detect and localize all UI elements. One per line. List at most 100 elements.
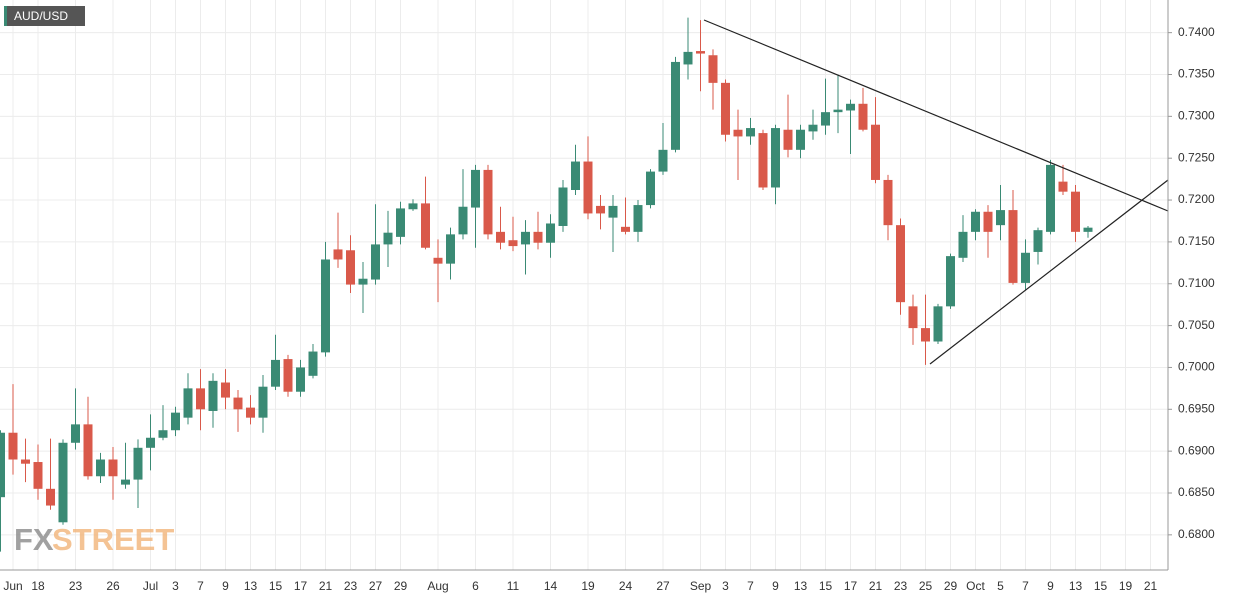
- x-tick-label: Jun: [3, 579, 22, 593]
- candle-body: [646, 171, 655, 206]
- candle-body: [446, 234, 455, 264]
- candle-body: [1008, 210, 1018, 283]
- candle-body: [996, 210, 1005, 226]
- candles: [0, 17, 1172, 552]
- x-tick-label: Oct: [966, 579, 985, 593]
- candle-body: [21, 459, 30, 464]
- x-tick-label: 7: [747, 579, 754, 593]
- title-accent: [4, 6, 7, 26]
- candle-body: [583, 161, 593, 214]
- candle-body: [1083, 227, 1093, 232]
- title-box: [4, 6, 85, 26]
- candle-body: [146, 437, 155, 448]
- candle-body: [383, 232, 393, 245]
- x-tick-label: 26: [106, 579, 120, 593]
- y-tick-label: 0.7300: [1178, 109, 1215, 123]
- candle-body: [821, 112, 830, 126]
- candle-body: [296, 367, 305, 392]
- x-tick-label: 23: [894, 579, 908, 593]
- candle-body: [408, 203, 418, 210]
- x-tick-label: 23: [69, 579, 83, 593]
- candle-body: [396, 208, 405, 237]
- candle-body: [471, 169, 480, 208]
- candle-body: [308, 351, 318, 376]
- y-tick-label: 0.7050: [1178, 318, 1215, 332]
- candle-body: [133, 447, 143, 480]
- x-tick-label: 13: [1069, 579, 1083, 593]
- candle-body: [671, 61, 680, 150]
- candle-body: [346, 250, 355, 285]
- candle-body: [221, 382, 230, 398]
- x-tick-label: 3: [722, 579, 729, 593]
- candle-body: [896, 225, 905, 303]
- candle-body: [58, 442, 68, 523]
- candle-body: [71, 424, 80, 443]
- candle-body: [283, 359, 293, 392]
- y-tick-label: 0.6900: [1178, 443, 1215, 457]
- x-tick-label: Sep: [690, 579, 712, 593]
- candle-body: [83, 424, 93, 477]
- x-tick-label: 7: [1022, 579, 1029, 593]
- y-tick-label: 0.7250: [1178, 150, 1215, 164]
- candle-body: [946, 256, 955, 307]
- x-tick-label: Jul: [143, 579, 158, 593]
- x-tick-label: 17: [844, 579, 858, 593]
- candle-body: [708, 55, 718, 83]
- candle-body: [733, 129, 743, 137]
- y-tick-label: 0.6850: [1178, 485, 1215, 499]
- x-tick-label: 13: [244, 579, 258, 593]
- candle-body: [496, 231, 505, 243]
- x-tick-label: 3: [172, 579, 179, 593]
- y-tick-label: 0.7100: [1178, 276, 1215, 290]
- candle-body: [633, 205, 643, 232]
- candle-body: [1046, 164, 1055, 232]
- candle-body: [1033, 230, 1043, 252]
- x-tick-label: 21: [869, 579, 883, 593]
- candle-body: [621, 226, 630, 232]
- candle-body: [958, 231, 968, 258]
- candle-body: [508, 240, 518, 247]
- x-tick-label: 11: [507, 579, 520, 593]
- y-tick-label: 0.7400: [1178, 25, 1215, 39]
- logo: STREET: [52, 522, 174, 557]
- candle-body: [271, 359, 280, 387]
- x-tick-label: 18: [31, 579, 45, 593]
- candle-body: [196, 388, 205, 410]
- candle-body: [8, 432, 18, 460]
- x-tick-label: 9: [772, 579, 779, 593]
- candle-body: [933, 306, 943, 342]
- x-tick-label: 21: [319, 579, 333, 593]
- candle-body: [521, 231, 530, 245]
- candle-body: [596, 205, 605, 214]
- x-tick-label: 19: [1119, 579, 1133, 593]
- candle-body: [871, 124, 880, 180]
- trend-line: [929, 179, 1169, 365]
- candle-body: [333, 249, 343, 260]
- trend-line: [703, 19, 1169, 212]
- y-tick-label: 0.6800: [1178, 527, 1215, 541]
- candle-body: [658, 149, 668, 172]
- candle-body: [783, 129, 793, 150]
- candle-body: [483, 169, 493, 235]
- candle-body: [108, 459, 118, 477]
- x-tick-label: 7: [197, 579, 204, 593]
- candle-body: [1071, 191, 1080, 232]
- candle-body: [358, 278, 368, 285]
- candle-body: [883, 179, 893, 226]
- candle-body: [971, 211, 980, 232]
- y-tick-label: 0.7200: [1178, 192, 1215, 206]
- candle-body: [1058, 181, 1068, 192]
- x-tick-label: 14: [544, 579, 558, 593]
- x-tick-label: 24: [619, 579, 633, 593]
- chart-title: AUD/USD: [14, 9, 68, 23]
- y-tick-label: 0.6950: [1178, 401, 1215, 415]
- x-tick-label: 15: [1094, 579, 1108, 593]
- candle-body: [433, 257, 443, 264]
- candle-body: [1021, 252, 1030, 283]
- x-tick-label: 5: [997, 579, 1004, 593]
- candle-body: [921, 328, 930, 342]
- x-tick-label: 17: [294, 579, 308, 593]
- candle-body: [533, 231, 543, 243]
